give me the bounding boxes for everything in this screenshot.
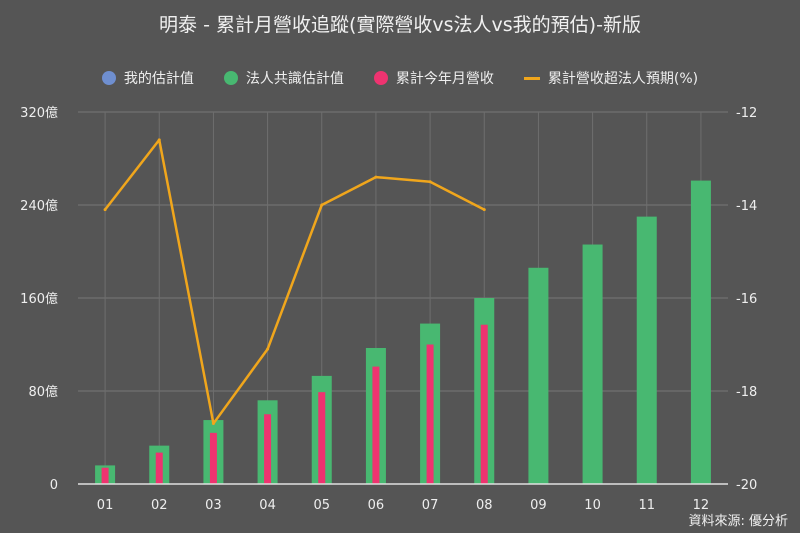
line-point bbox=[428, 180, 432, 184]
x-tick-label: 11 bbox=[638, 498, 655, 513]
x-tick-label: 06 bbox=[368, 498, 385, 513]
legend-label: 我的估計值 bbox=[123, 71, 194, 87]
x-tick-label: 02 bbox=[151, 498, 168, 513]
y-left-tick-label: 80億 bbox=[28, 384, 58, 400]
y-right-tick-label: -12 bbox=[736, 106, 757, 121]
y-left-tick-label: 160億 bbox=[20, 291, 58, 307]
legend-marker bbox=[373, 71, 388, 85]
legend-marker bbox=[523, 76, 540, 80]
source-note: 資料來源: 優分析 bbox=[688, 514, 788, 529]
bar-actual bbox=[209, 432, 217, 484]
x-tick-label: 12 bbox=[693, 498, 710, 513]
legend-item-actual[interactable]: 累計今年月營收 bbox=[373, 68, 494, 88]
x-tick-label: 08 bbox=[476, 498, 493, 513]
bar-consensus bbox=[636, 216, 657, 484]
bar-consensus bbox=[582, 244, 603, 484]
y-right-tick-label: -16 bbox=[736, 292, 757, 307]
legend-label: 累計營收超法人預期(%) bbox=[547, 71, 699, 87]
legend-label: 法人共識估計值 bbox=[245, 71, 344, 87]
line-point bbox=[374, 175, 378, 179]
bar-actual bbox=[101, 467, 109, 484]
bar-actual bbox=[372, 366, 380, 484]
bar-actual bbox=[426, 344, 434, 484]
legend-marker bbox=[101, 71, 116, 85]
x-tick-label: 10 bbox=[584, 498, 601, 513]
y-left-tick-label: 0 bbox=[50, 478, 58, 493]
x-tick-label: 05 bbox=[313, 498, 330, 513]
x-tick-label: 03 bbox=[205, 498, 222, 513]
legend: 我的估計值 法人共識估計值 累計今年月營收 累計營收超法人預期(%) bbox=[0, 68, 800, 88]
x-tick-label: 09 bbox=[530, 498, 547, 513]
x-tick-label: 07 bbox=[422, 498, 439, 513]
y-right-tick-label: -20 bbox=[736, 478, 757, 493]
y-left-tick-label: 320億 bbox=[20, 105, 58, 121]
bar-actual bbox=[318, 392, 326, 484]
x-tick-label: 01 bbox=[97, 498, 114, 513]
bar-actual bbox=[480, 324, 488, 484]
bar-consensus bbox=[528, 267, 549, 484]
line-point bbox=[482, 208, 486, 212]
line-point bbox=[103, 208, 107, 212]
line-point bbox=[211, 422, 215, 426]
bar-actual bbox=[155, 452, 163, 484]
y-left-tick-label: 240億 bbox=[20, 198, 58, 214]
y-right-tick-label: -14 bbox=[736, 199, 757, 214]
y-right-tick-label: -18 bbox=[736, 385, 757, 400]
line-point bbox=[320, 203, 324, 207]
line-point bbox=[157, 138, 161, 142]
legend-item-my-estimate[interactable]: 我的估計值 bbox=[101, 68, 194, 88]
bar-consensus bbox=[690, 180, 711, 484]
legend-item-consensus[interactable]: 法人共識估計值 bbox=[223, 68, 344, 88]
legend-marker bbox=[223, 71, 238, 85]
legend-item-beat-pct[interactable]: 累計營收超法人預期(%) bbox=[523, 68, 699, 88]
bar-actual bbox=[264, 414, 272, 484]
x-tick-label: 04 bbox=[259, 498, 276, 513]
line-point bbox=[266, 347, 270, 351]
line-beat-pct bbox=[104, 138, 485, 425]
legend-label: 累計今年月營收 bbox=[395, 71, 494, 87]
chart-title: 明泰 - 累計月營收追蹤(實際營收vs法人vs我的預估)-新版 bbox=[159, 14, 641, 36]
